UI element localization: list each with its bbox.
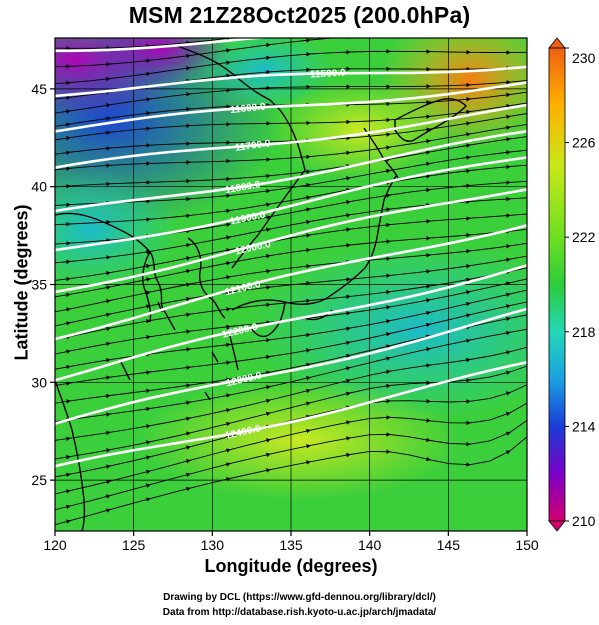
x-tick-label: 140 [358,537,382,553]
x-tick-label: 125 [122,537,146,553]
x-tick-label: 130 [201,537,225,553]
colorbar-label: 230 [572,50,596,66]
x-tick-label: 120 [43,537,67,553]
colorbar-min-arrow [548,520,566,532]
x-axis-label: Longitude (degrees) [204,556,378,576]
colorbar-max-arrow [548,37,566,49]
colorbar: 230 226 222 218 214 210 [548,37,596,532]
drawing-credit: Drawing by DCL (https://www.gfd-dennou.o… [163,592,436,603]
colorbar-label: 222 [572,229,596,245]
x-axis: 120 125 130 135 140 145 150 [43,531,539,553]
y-axis-label: Latitude (degrees) [11,204,32,361]
contour-label: 11600.0 [230,102,267,117]
x-tick-label: 135 [279,537,303,553]
colorbar-label: 218 [572,324,596,340]
y-tick-label: 40 [31,179,47,195]
y-tick-label: 45 [31,81,47,97]
x-tick-label: 150 [515,537,539,553]
temperature-field [55,38,527,531]
x-tick-label: 145 [437,537,461,553]
y-tick-label: 30 [31,374,47,390]
contour-label: 11700.0 [234,138,271,154]
y-tick-label: 35 [31,277,47,293]
contour-label: 11500.0 [310,68,347,81]
data-credit: Data from http://database.rish.kyoto-u.a… [162,607,437,618]
height-contours [55,38,527,468]
colorbar-label: 214 [572,418,596,434]
y-tick-label: 25 [31,472,47,488]
wind-streamlines [55,38,527,526]
colorbar-label: 210 [572,513,596,529]
map-title: MSM 21Z28Oct2025 (200.0hPa) [128,2,471,28]
coastlines [55,44,467,531]
y-axis: 25 30 35 40 45 [31,81,55,488]
contour-label: 11400.0 [330,28,366,40]
colorbar-label: 226 [572,135,596,151]
